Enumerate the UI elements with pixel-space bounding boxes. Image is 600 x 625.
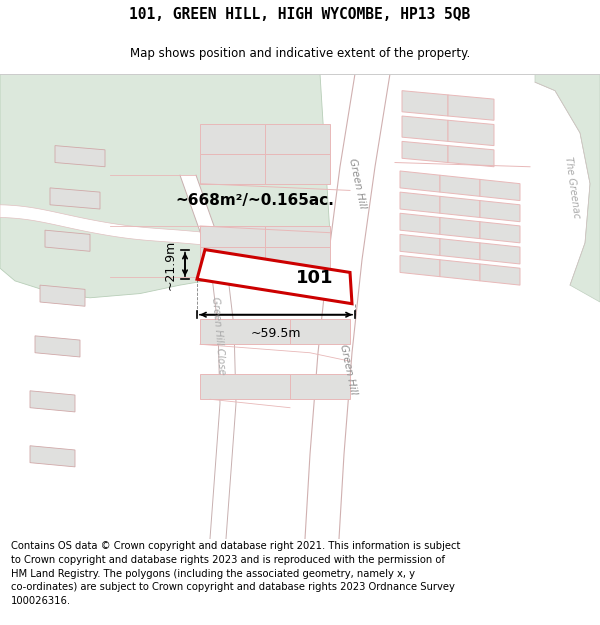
Polygon shape bbox=[448, 120, 494, 146]
Polygon shape bbox=[200, 247, 265, 268]
Text: ~21.9m: ~21.9m bbox=[164, 239, 177, 289]
Polygon shape bbox=[400, 213, 440, 234]
Polygon shape bbox=[402, 116, 448, 141]
Polygon shape bbox=[0, 205, 310, 253]
Polygon shape bbox=[265, 124, 330, 154]
Text: ~59.5m: ~59.5m bbox=[251, 326, 301, 339]
Polygon shape bbox=[200, 374, 290, 399]
Polygon shape bbox=[265, 226, 330, 247]
Polygon shape bbox=[440, 196, 480, 218]
Polygon shape bbox=[40, 285, 85, 306]
Polygon shape bbox=[440, 239, 480, 260]
Text: 101: 101 bbox=[296, 269, 334, 288]
Polygon shape bbox=[480, 222, 520, 243]
Polygon shape bbox=[402, 91, 448, 116]
Polygon shape bbox=[30, 446, 75, 467]
Polygon shape bbox=[440, 260, 480, 281]
Text: Green Hill Close: Green Hill Close bbox=[209, 296, 226, 375]
Polygon shape bbox=[480, 243, 520, 264]
Text: Green Hill: Green Hill bbox=[338, 344, 358, 396]
Polygon shape bbox=[200, 154, 265, 184]
Text: Green Hill: Green Hill bbox=[347, 158, 367, 210]
Polygon shape bbox=[30, 391, 75, 412]
Polygon shape bbox=[50, 188, 100, 209]
Polygon shape bbox=[265, 154, 330, 184]
Polygon shape bbox=[200, 124, 265, 154]
Polygon shape bbox=[55, 146, 105, 167]
Polygon shape bbox=[402, 141, 448, 162]
Polygon shape bbox=[400, 171, 440, 192]
Polygon shape bbox=[290, 374, 350, 399]
Polygon shape bbox=[200, 319, 290, 344]
Text: ~668m²/~0.165ac.: ~668m²/~0.165ac. bbox=[176, 193, 334, 208]
Polygon shape bbox=[480, 179, 520, 201]
Text: Map shows position and indicative extent of the property.: Map shows position and indicative extent… bbox=[130, 47, 470, 59]
Polygon shape bbox=[35, 336, 80, 357]
Polygon shape bbox=[305, 74, 390, 539]
Polygon shape bbox=[448, 146, 494, 167]
Polygon shape bbox=[400, 192, 440, 213]
Polygon shape bbox=[480, 201, 520, 222]
Polygon shape bbox=[440, 217, 480, 239]
Polygon shape bbox=[0, 74, 330, 298]
Polygon shape bbox=[197, 249, 352, 304]
Polygon shape bbox=[448, 95, 494, 120]
Text: Contains OS data © Crown copyright and database right 2021. This information is : Contains OS data © Crown copyright and d… bbox=[11, 541, 460, 606]
Polygon shape bbox=[400, 256, 440, 277]
Polygon shape bbox=[290, 319, 350, 344]
Polygon shape bbox=[265, 247, 330, 268]
Polygon shape bbox=[535, 74, 600, 302]
Polygon shape bbox=[480, 264, 520, 285]
Polygon shape bbox=[400, 234, 440, 256]
Polygon shape bbox=[200, 226, 265, 247]
Polygon shape bbox=[180, 175, 236, 539]
Polygon shape bbox=[45, 230, 90, 251]
Text: 101, GREEN HILL, HIGH WYCOMBE, HP13 5QB: 101, GREEN HILL, HIGH WYCOMBE, HP13 5QB bbox=[130, 8, 470, 22]
Text: The Greenac: The Greenac bbox=[563, 156, 581, 219]
Polygon shape bbox=[440, 175, 480, 196]
